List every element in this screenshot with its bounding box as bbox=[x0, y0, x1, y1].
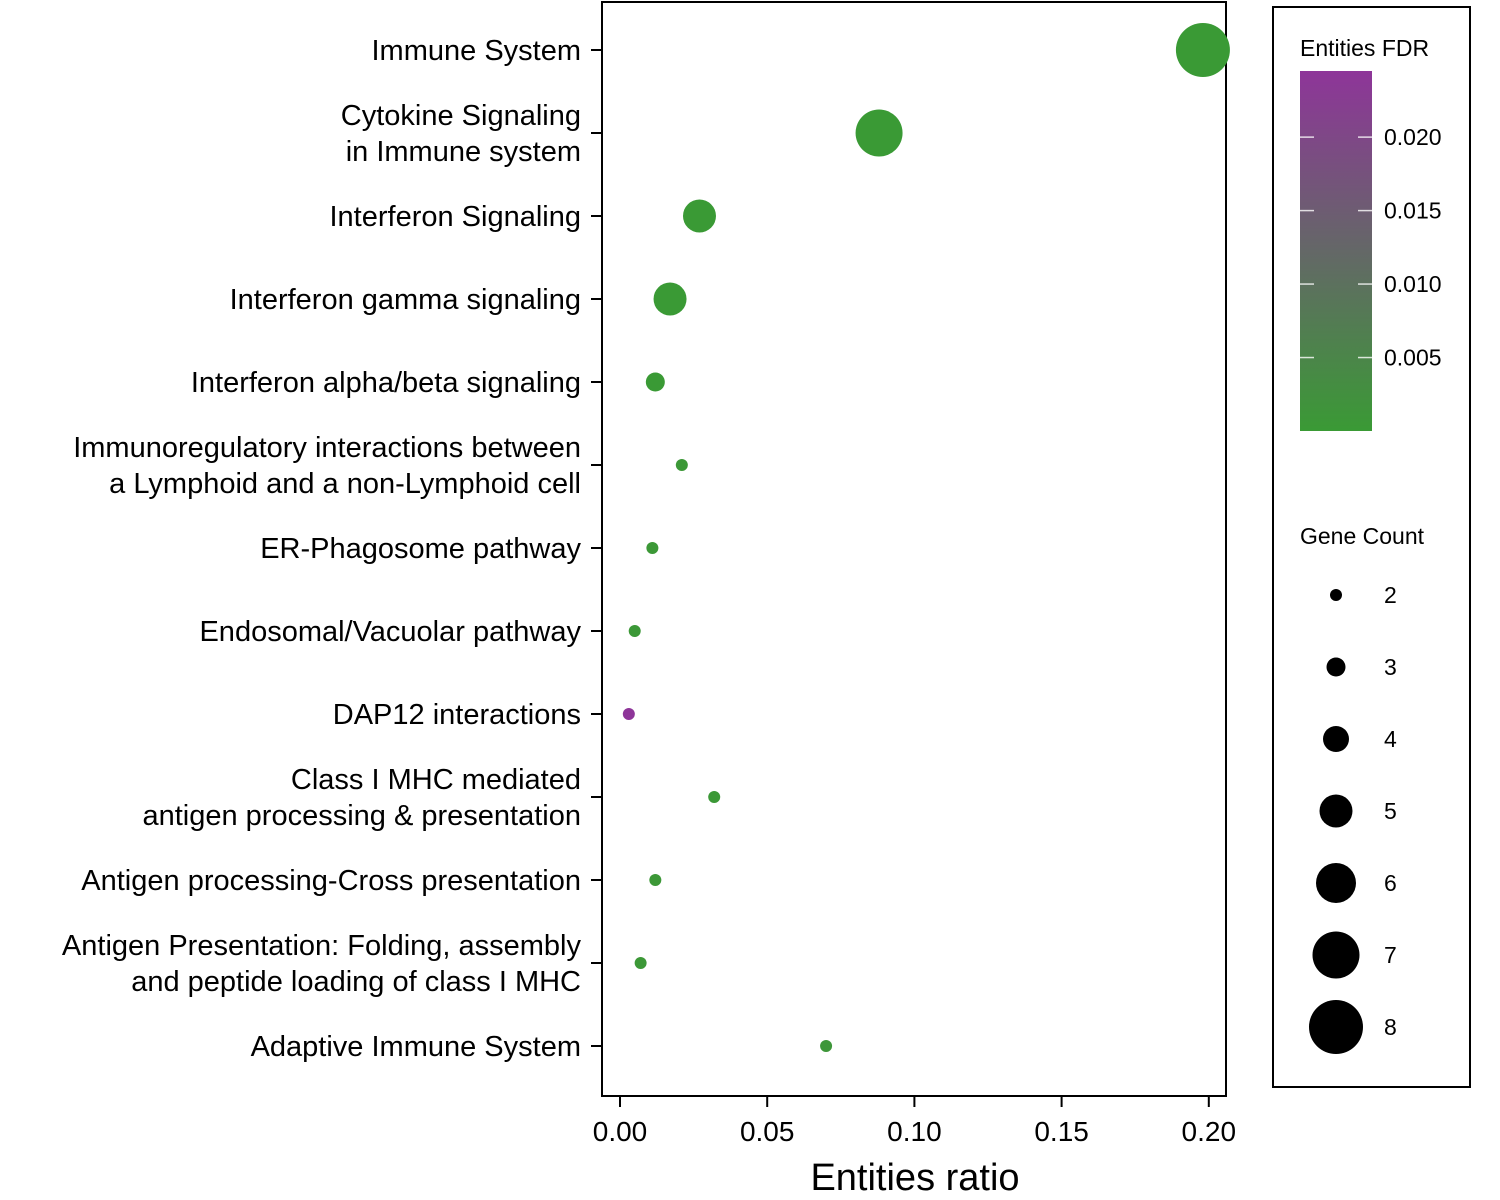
category-label-line: ER-Phagosome pathway bbox=[260, 533, 581, 565]
category-label-line: Cytokine Signaling bbox=[341, 100, 581, 132]
data-point bbox=[855, 109, 903, 157]
x-tick-label: 0.00 bbox=[593, 1116, 648, 1147]
color-bar bbox=[1300, 71, 1372, 431]
plot-area bbox=[601, 1, 1227, 1097]
legend: Entities FDR 0.005 0.010 0.015 0.020 Gene Cou… bbox=[1272, 6, 1471, 1088]
category-label-line: Antigen processing-Cross presentation bbox=[81, 865, 581, 897]
category-label: Interferon gamma signaling bbox=[230, 284, 581, 316]
category-label-line: Immunoregulatory interactions between bbox=[73, 432, 581, 464]
size-legend-dot bbox=[1312, 931, 1360, 979]
category-label: Cytokine Signaling in Immune system bbox=[341, 100, 581, 168]
data-point bbox=[646, 542, 659, 554]
size-legend-dot bbox=[1326, 657, 1346, 677]
size-legend-label: 3 bbox=[1384, 654, 1397, 680]
size-legend-dot bbox=[1323, 726, 1349, 752]
data-point bbox=[634, 957, 647, 969]
x-axis-title: Entities ratio bbox=[810, 1157, 1019, 1199]
size-legend-dot bbox=[1309, 1000, 1363, 1054]
size-legend-dot bbox=[1330, 589, 1342, 601]
x-tick-label: 0.15 bbox=[1034, 1116, 1089, 1147]
category-label: Class I MHC mediated antigen processing &… bbox=[142, 764, 581, 832]
category-label-line: a Lymphoid and a non-Lymphoid cell bbox=[109, 468, 581, 500]
data-point bbox=[628, 625, 641, 637]
size-legend-dot bbox=[1316, 863, 1356, 903]
x-tick-label: 0.20 bbox=[1182, 1116, 1237, 1147]
x-tick-label: 0.10 bbox=[887, 1116, 942, 1147]
data-point bbox=[682, 199, 716, 233]
size-legend-label: 4 bbox=[1384, 726, 1397, 752]
data-point bbox=[1175, 23, 1230, 77]
data-point bbox=[649, 874, 662, 886]
y-axis: Immune System Cytokine Signaling in Immune… bbox=[62, 35, 602, 1063]
category-label-line: Interferon gamma signaling bbox=[230, 284, 581, 316]
x-tick-label: 0.05 bbox=[740, 1116, 795, 1147]
category-label-line: Adaptive Immune System bbox=[251, 1031, 581, 1063]
category-label-line: Antigen Presentation: Folding, assembly bbox=[62, 930, 582, 962]
category-label-line: antigen processing & presentation bbox=[142, 800, 581, 832]
category-label: DAP12 interactions bbox=[333, 699, 581, 731]
category-label: Endosomal/Vacuolar pathway bbox=[199, 616, 581, 648]
category-label: Interferon alpha/beta signaling bbox=[191, 367, 581, 399]
data-point bbox=[622, 708, 635, 720]
category-label: Interferon Signaling bbox=[330, 201, 582, 233]
category-label-line: Interferon alpha/beta signaling bbox=[191, 367, 581, 399]
category-label-line: DAP12 interactions bbox=[333, 699, 581, 731]
category-label: Immune System bbox=[372, 35, 582, 67]
color-legend-label: 0.010 bbox=[1384, 271, 1442, 297]
data-point bbox=[653, 282, 687, 316]
plot-border bbox=[601, 1, 1227, 1097]
data-point bbox=[708, 791, 721, 803]
data-point bbox=[820, 1040, 833, 1052]
color-legend-label: 0.015 bbox=[1384, 198, 1442, 224]
category-label-line: and peptide loading of class I MHC bbox=[131, 966, 581, 998]
data-points bbox=[622, 23, 1230, 1052]
size-legend-label: 5 bbox=[1384, 798, 1397, 824]
x-axis: 0.00 0.05 0.10 0.15 0.20 bbox=[593, 1096, 1236, 1147]
category-label: ER-Phagosome pathway bbox=[260, 533, 581, 565]
color-legend-label: 0.020 bbox=[1384, 124, 1442, 150]
category-label-line: Interferon Signaling bbox=[330, 201, 582, 233]
category-label-line: Class I MHC mediated bbox=[291, 764, 581, 796]
category-label-line: in Immune system bbox=[346, 136, 581, 168]
category-label-line: Immune System bbox=[372, 35, 582, 67]
category-label: Immunoregulatory interactions between a L… bbox=[73, 432, 581, 500]
size-legend-label: 2 bbox=[1384, 582, 1397, 608]
size-legend-dot bbox=[1319, 794, 1353, 828]
color-legend-title: Entities FDR bbox=[1300, 35, 1429, 61]
size-legend-label: 8 bbox=[1384, 1014, 1397, 1040]
category-label: Adaptive Immune System bbox=[251, 1031, 581, 1063]
data-point bbox=[675, 459, 688, 471]
size-legend-label: 6 bbox=[1384, 870, 1397, 896]
data-point bbox=[645, 372, 665, 392]
size-legend-label: 7 bbox=[1384, 942, 1397, 968]
category-label: Antigen processing-Cross presentation bbox=[81, 865, 581, 897]
category-label-line: Endosomal/Vacuolar pathway bbox=[199, 616, 581, 648]
category-label: Antigen Presentation: Folding, assembly a… bbox=[62, 930, 582, 998]
color-legend-label: 0.005 bbox=[1384, 345, 1442, 371]
size-legend-title: Gene Count bbox=[1300, 523, 1425, 549]
